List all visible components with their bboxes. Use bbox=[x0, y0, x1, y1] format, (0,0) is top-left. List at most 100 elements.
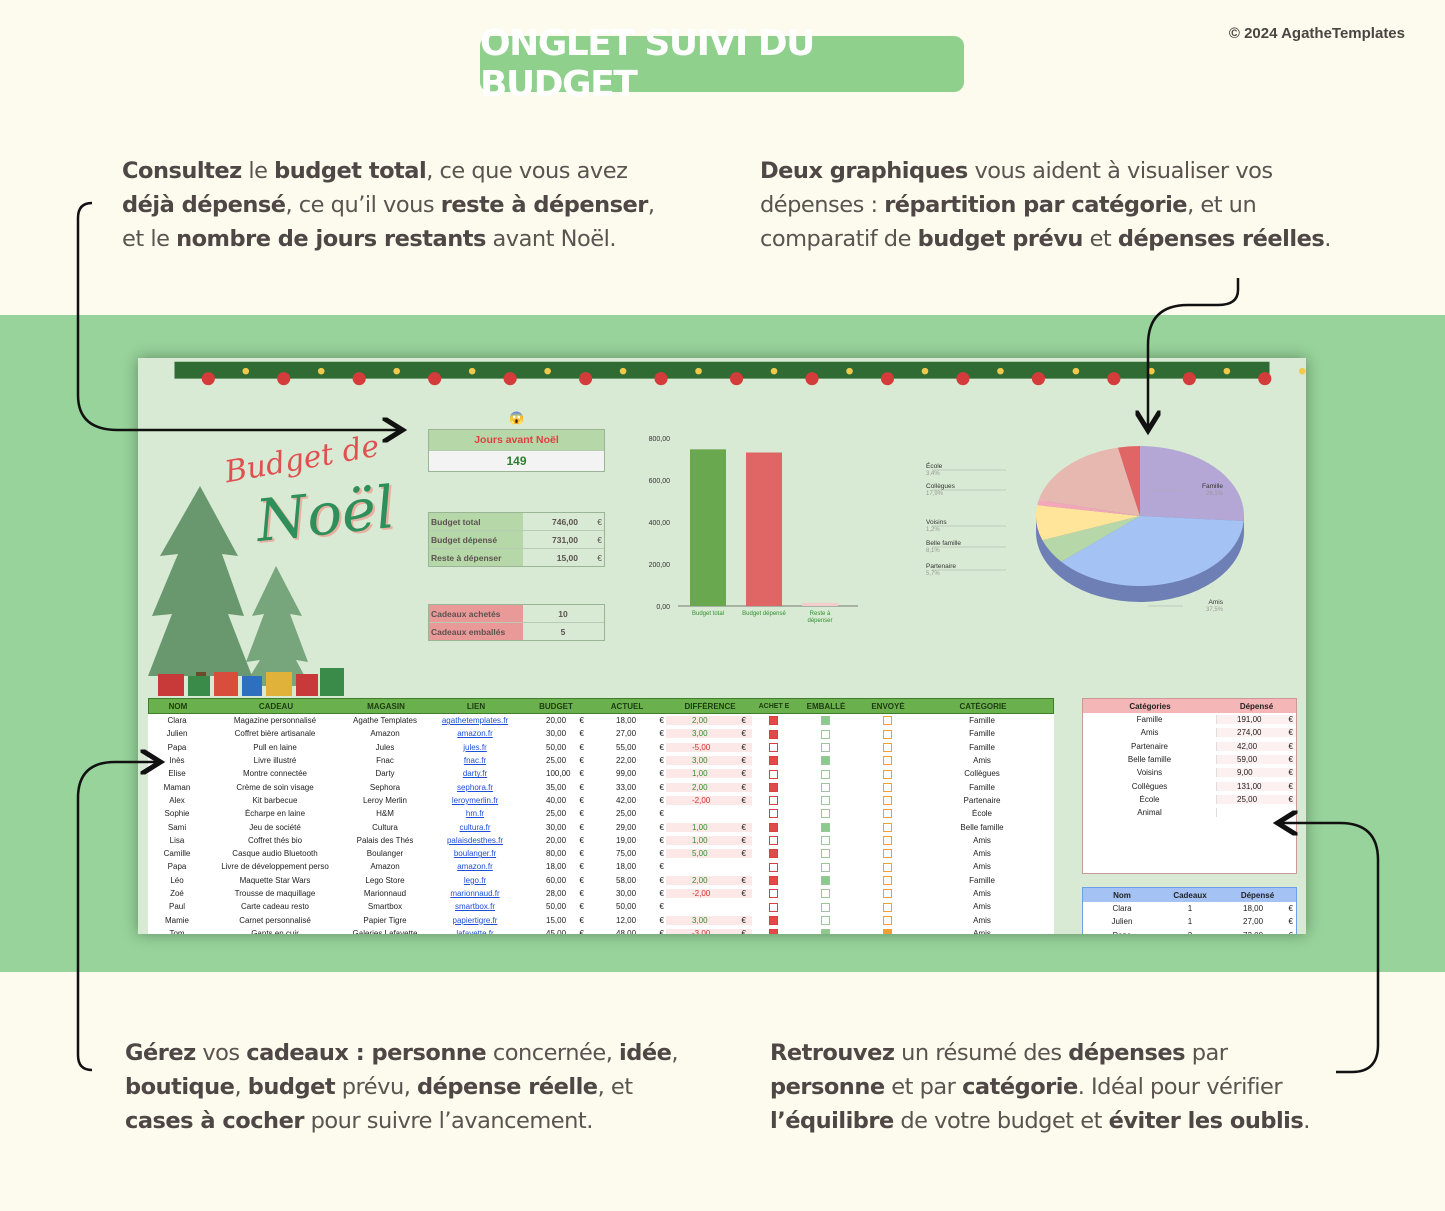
bought-checkbox[interactable] bbox=[768, 782, 778, 792]
wrapped-checkbox[interactable] bbox=[820, 796, 830, 806]
column-header[interactable]: CATÉGORIE bbox=[959, 701, 1007, 711]
shop-link[interactable]: amazon.fr bbox=[457, 729, 493, 739]
wrapped-checkbox[interactable] bbox=[820, 716, 830, 726]
sent-checkbox[interactable] bbox=[882, 822, 892, 832]
column-header[interactable]: LIEN bbox=[466, 701, 486, 711]
sent-checkbox[interactable] bbox=[882, 782, 892, 792]
shop-link[interactable]: sephora.fr bbox=[456, 782, 494, 792]
sent-checkbox[interactable] bbox=[882, 756, 892, 766]
shop-link[interactable]: papiertigre.fr bbox=[452, 915, 498, 925]
bought-checkbox[interactable] bbox=[768, 849, 778, 859]
table-cell: sephora.fr bbox=[426, 783, 524, 792]
shop-link[interactable]: darty.fr bbox=[462, 769, 488, 779]
sent-checkbox[interactable] bbox=[882, 729, 892, 739]
sent-checkbox[interactable] bbox=[882, 716, 892, 726]
shop-link[interactable]: hm.fr bbox=[465, 809, 485, 819]
category-amount: 59,00 € bbox=[1217, 755, 1296, 765]
column-header[interactable]: MAGASIN bbox=[367, 701, 405, 711]
bought-checkbox[interactable] bbox=[768, 756, 778, 766]
bought-checkbox[interactable] bbox=[768, 875, 778, 885]
category-row bbox=[1083, 846, 1296, 859]
wrapped-checkbox[interactable] bbox=[820, 742, 830, 752]
wrapped-checkbox[interactable] bbox=[820, 769, 830, 779]
sent-checkbox[interactable] bbox=[882, 929, 892, 934]
pie-slice bbox=[1117, 446, 1140, 516]
bought-checkbox[interactable] bbox=[768, 862, 778, 872]
column-header[interactable]: EMBALLÉ bbox=[806, 701, 846, 711]
bought-checkbox[interactable] bbox=[768, 769, 778, 779]
column-header[interactable]: ACHET É bbox=[758, 702, 790, 710]
shop-link[interactable]: fnac.fr bbox=[463, 756, 487, 766]
shop-link[interactable]: boulanger.fr bbox=[453, 849, 497, 859]
description-segment: , ce que vous avez bbox=[426, 158, 628, 184]
table-cell bbox=[794, 889, 856, 899]
description-segment: , et un comparatif de bbox=[760, 192, 1257, 252]
pie-percent-label: 17,9% bbox=[926, 491, 944, 497]
wrapped-checkbox[interactable] bbox=[820, 875, 830, 885]
wrapped-checkbox[interactable] bbox=[820, 929, 830, 934]
sent-checkbox[interactable] bbox=[882, 915, 892, 925]
shop-link[interactable]: lafayette.fr bbox=[456, 928, 494, 934]
column-header[interactable]: DIFFÉRENCE bbox=[684, 701, 736, 711]
description-segment: idée bbox=[619, 1040, 672, 1066]
table-cell: 2,00 € bbox=[666, 782, 752, 792]
shop-link[interactable]: lego.fr bbox=[463, 875, 487, 885]
sent-checkbox[interactable] bbox=[882, 836, 892, 846]
column-header[interactable]: ACTUEL bbox=[610, 701, 644, 711]
budget-bar-chart: 800,00 600,00 400,00 200,00 0,00 Budget total… bbox=[649, 436, 858, 624]
bought-checkbox[interactable] bbox=[768, 889, 778, 899]
person-row: Julien 1 27,00 € bbox=[1083, 915, 1296, 928]
column-header[interactable]: NOM bbox=[168, 701, 188, 711]
bought-checkbox[interactable] bbox=[768, 796, 778, 806]
shop-link[interactable]: palaisdesthes.fr bbox=[446, 835, 504, 845]
pie-label: Voisins bbox=[926, 519, 947, 526]
bought-checkbox[interactable] bbox=[768, 729, 778, 739]
sent-checkbox[interactable] bbox=[882, 742, 892, 752]
wrapped-checkbox[interactable] bbox=[820, 862, 830, 872]
wrapped-checkbox[interactable] bbox=[820, 809, 830, 819]
bought-checkbox[interactable] bbox=[768, 915, 778, 925]
shop-link[interactable]: amazon.fr bbox=[457, 862, 493, 872]
bought-checkbox[interactable] bbox=[768, 822, 778, 832]
shop-link[interactable]: agathetemplates.fr bbox=[441, 716, 509, 726]
sent-checkbox[interactable] bbox=[882, 875, 892, 885]
sent-checkbox[interactable] bbox=[882, 862, 892, 872]
bought-checkbox[interactable] bbox=[768, 742, 778, 752]
wrapped-checkbox[interactable] bbox=[820, 836, 830, 846]
shop-link[interactable]: leroymerlin.fr bbox=[451, 795, 499, 805]
column-header[interactable]: ENVOYÉ bbox=[871, 701, 905, 711]
ornament-star bbox=[317, 367, 325, 375]
column-header[interactable]: CADEAU bbox=[258, 701, 294, 711]
bought-checkbox[interactable] bbox=[768, 836, 778, 846]
bought-checkbox[interactable] bbox=[768, 809, 778, 819]
bought-checkbox[interactable] bbox=[768, 929, 778, 934]
wrapped-checkbox[interactable] bbox=[820, 902, 830, 912]
column-header[interactable]: BUDGET bbox=[539, 701, 573, 711]
sent-checkbox[interactable] bbox=[882, 902, 892, 912]
shop-link[interactable]: smartbox.fr bbox=[454, 902, 495, 912]
shop-link[interactable]: cultura.fr bbox=[459, 822, 491, 832]
wrapped-checkbox[interactable] bbox=[820, 849, 830, 859]
bought-checkbox[interactable] bbox=[768, 716, 778, 726]
sent-checkbox[interactable] bbox=[882, 769, 892, 779]
table-cell: 18,00 € bbox=[616, 862, 664, 872]
wrapped-checkbox[interactable] bbox=[820, 915, 830, 925]
shop-link[interactable]: jules.fr bbox=[463, 742, 487, 752]
sent-checkbox[interactable] bbox=[882, 809, 892, 819]
wrapped-checkbox[interactable] bbox=[820, 782, 830, 792]
pie-label: Famille bbox=[1202, 483, 1223, 490]
wrapped-checkbox[interactable] bbox=[820, 729, 830, 739]
table-cell bbox=[752, 849, 794, 859]
table-cell: 27,00 € bbox=[1243, 917, 1293, 927]
wrapped-checkbox[interactable] bbox=[820, 822, 830, 832]
bought-checkbox[interactable] bbox=[768, 902, 778, 912]
wrapped-checkbox[interactable] bbox=[820, 889, 830, 899]
wrapped-checkbox[interactable] bbox=[820, 756, 830, 766]
sent-checkbox[interactable] bbox=[882, 796, 892, 806]
sent-checkbox[interactable] bbox=[882, 889, 892, 899]
shop-link[interactable]: marionnaud.fr bbox=[450, 889, 500, 898]
table-cell: Collègues bbox=[964, 769, 1000, 779]
table-cell: Famille bbox=[969, 716, 995, 726]
sent-checkbox[interactable] bbox=[882, 849, 892, 859]
